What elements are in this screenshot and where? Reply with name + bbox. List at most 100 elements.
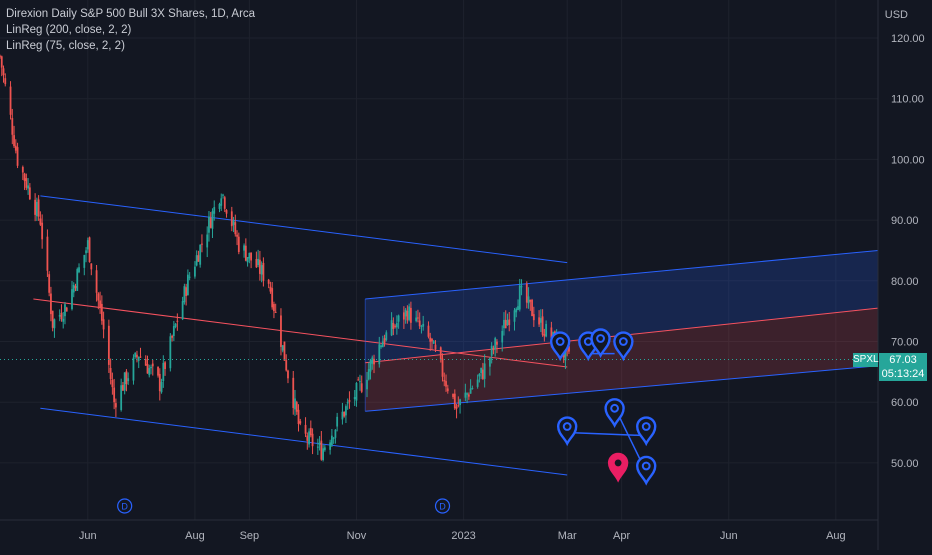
candle-body	[222, 194, 224, 196]
candle	[123, 372, 126, 395]
candle	[78, 263, 80, 274]
candle-body	[285, 360, 288, 371]
candle	[330, 428, 333, 448]
candle-body	[232, 220, 235, 225]
candle-body	[102, 319, 105, 330]
indicator-legend-75[interactable]: LinReg (75, close, 2, 2)	[6, 40, 125, 52]
candle-body	[469, 388, 472, 394]
candle-body	[545, 323, 548, 337]
candle-body	[476, 379, 479, 387]
candle	[172, 320, 175, 342]
candle	[453, 389, 456, 410]
candle	[515, 307, 518, 318]
candle	[185, 283, 188, 306]
candle-body	[390, 320, 393, 336]
candle-body	[490, 345, 493, 356]
candle-body	[467, 394, 470, 397]
candle	[283, 341, 286, 361]
candle-body	[520, 286, 523, 288]
indicator-legend-200[interactable]: LinReg (200, close, 2, 2)	[6, 24, 132, 36]
candle-body	[53, 319, 56, 329]
candle-body	[308, 431, 310, 445]
candle	[144, 355, 147, 366]
candle	[443, 372, 446, 387]
candle-body	[353, 397, 356, 400]
candle-body	[336, 416, 339, 427]
candle	[211, 208, 214, 238]
candle	[34, 193, 37, 222]
candle	[72, 282, 75, 298]
candle-body	[517, 306, 519, 310]
candle-body	[139, 356, 142, 358]
chart-title[interactable]: Direxion Daily S&P 500 Bull 3X Shares, 1…	[6, 8, 256, 20]
candle-body	[9, 86, 12, 115]
candle-body	[306, 435, 309, 441]
candle	[334, 429, 337, 444]
candle-body	[144, 359, 147, 366]
candle-body	[160, 381, 163, 393]
candle	[476, 374, 479, 389]
candle	[538, 310, 540, 328]
candle	[122, 381, 124, 391]
candle-body	[429, 337, 432, 342]
candle-body	[394, 325, 396, 327]
candle	[230, 206, 233, 232]
candle-body	[541, 316, 544, 335]
candle-body	[255, 259, 258, 268]
x-tick-label: Jun	[79, 530, 97, 542]
candle	[373, 354, 375, 374]
candle-body	[480, 367, 483, 374]
candle	[520, 279, 523, 296]
candle-body	[417, 317, 419, 319]
candle	[297, 404, 300, 432]
candle	[169, 333, 172, 372]
legend: Direxion Daily S&P 500 Bull 3X Shares, 1…	[6, 6, 255, 54]
candle	[345, 404, 347, 424]
candle	[269, 281, 272, 294]
candle	[76, 267, 79, 291]
candle-body	[137, 356, 140, 361]
candle	[255, 251, 258, 268]
candle-body	[501, 330, 504, 343]
candle-body	[220, 198, 223, 206]
candle	[232, 216, 235, 233]
candle-body	[11, 118, 14, 135]
candle-body	[250, 252, 253, 261]
dividend-marker-icon	[434, 498, 451, 514]
candle-body	[274, 311, 277, 313]
candle	[28, 183, 31, 201]
candle-body	[373, 358, 375, 365]
candle	[88, 236, 91, 263]
candle	[285, 354, 288, 372]
candle	[395, 315, 398, 335]
candle-body	[464, 392, 467, 398]
candle-body	[322, 448, 325, 461]
candle	[150, 364, 152, 375]
candle-body	[85, 250, 87, 254]
candle-body	[34, 199, 37, 215]
candle	[114, 398, 117, 418]
candle	[83, 254, 86, 276]
candle	[455, 403, 458, 419]
y-tick-label: 110.00	[891, 94, 924, 106]
candle-body	[503, 319, 505, 329]
map-pin-icon	[613, 331, 634, 362]
candle-body	[496, 341, 498, 345]
candle	[367, 362, 370, 381]
candle-body	[348, 400, 351, 402]
candle-body	[515, 308, 518, 313]
candle-body	[406, 310, 409, 321]
candle-body	[244, 245, 247, 261]
candle-body	[41, 222, 44, 240]
candle-body	[127, 378, 130, 382]
candle	[508, 311, 511, 332]
candle	[71, 280, 73, 311]
currency-label[interactable]: USD	[884, 9, 908, 21]
candle-body	[434, 344, 437, 350]
x-tick-label: Aug	[826, 530, 846, 542]
candle	[74, 283, 77, 292]
channel-lower-line	[365, 365, 879, 412]
candle	[201, 234, 203, 253]
